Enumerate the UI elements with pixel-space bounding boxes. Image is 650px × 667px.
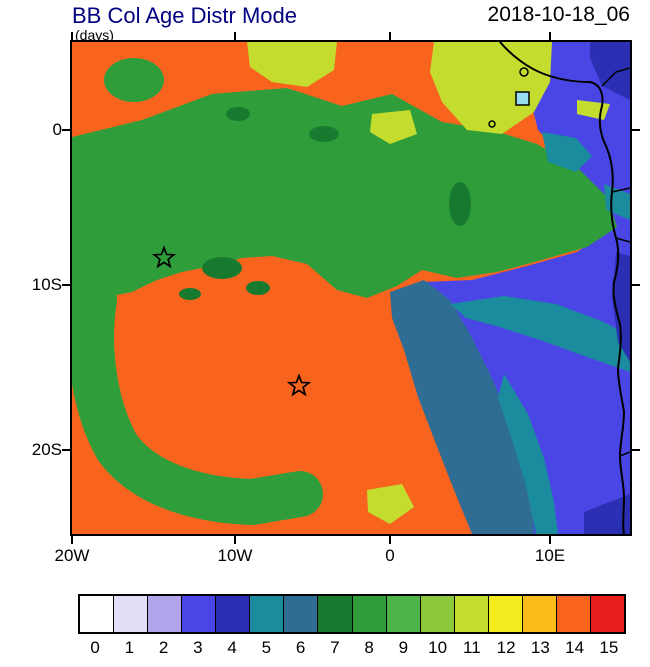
country-border-line (615, 237, 630, 243)
plot-timestamp: 2018-10-18_06 (487, 3, 630, 26)
colorbar-label-4: 4 (227, 638, 237, 657)
colorbar-cell-14 (556, 596, 591, 632)
units-label: (days) (75, 27, 114, 43)
tick-mark (389, 32, 391, 40)
region-green-west-arm (72, 277, 323, 525)
colorbar-cell-15 (590, 596, 624, 632)
region-green-topleft-blob (104, 58, 164, 102)
island-outline (488, 120, 496, 128)
colorbar-cell-6 (284, 596, 319, 632)
x-tick-label-0: 0 (385, 546, 395, 565)
colorbar-cell-8 (352, 596, 387, 632)
region-darkblue-strip (612, 252, 630, 362)
colorbar-label-13: 13 (530, 638, 550, 657)
x-tick-label-10e: 10E (534, 546, 566, 565)
tick-mark (234, 32, 236, 40)
region-darkblue-se (584, 494, 630, 534)
tick-mark (389, 536, 391, 544)
colorbar-label-11: 11 (463, 638, 481, 657)
colorbar-label-7: 7 (330, 638, 340, 657)
tick-mark (71, 32, 73, 40)
region-darkgreen-speckle (309, 126, 339, 142)
colorbar-labels: 0 1 2 3 4 5 6 7 8 9 10 11 12 13 14 15 (78, 638, 626, 658)
region-green-main (72, 88, 617, 302)
region-yg-patch-2 (370, 110, 417, 144)
x-tick-label-10w: 10W (217, 546, 253, 565)
tick-mark (549, 32, 551, 40)
region-darkgreen-speckle (226, 107, 250, 121)
colorbar-cell-13 (522, 596, 557, 632)
colorbar-label-8: 8 (364, 638, 374, 657)
colorbar-cell-11 (454, 596, 489, 632)
colorbar-label-1: 1 (124, 638, 135, 657)
colorbar-label-5: 5 (261, 638, 272, 657)
country-border-line (619, 451, 630, 457)
colorbar-label-2: 2 (158, 638, 169, 657)
tick-mark (62, 449, 70, 451)
tick-mark (632, 129, 640, 131)
region-yg-patch-1 (247, 42, 337, 87)
star-marker (286, 373, 312, 397)
tick-mark (632, 449, 640, 451)
colorbar-cell-9 (386, 596, 421, 632)
map-frame (70, 40, 632, 536)
region-darkblue-ne (590, 42, 630, 100)
colorbar-label-3: 3 (193, 638, 203, 657)
island-outline (519, 67, 529, 77)
colorbar-label-6: 6 (295, 638, 306, 657)
tick-mark (62, 129, 70, 131)
colorbar-label-10: 10 (428, 638, 448, 657)
region-darkgreen-speckle (246, 281, 270, 295)
colorbar-cell-12 (488, 596, 523, 632)
plot-title: BB Col Age Distr Mode (72, 3, 297, 28)
colorbar-label-14: 14 (565, 638, 585, 657)
country-border-line (601, 67, 630, 87)
country-border-line (611, 187, 630, 193)
colorbar-cell-5 (250, 596, 285, 632)
colorbar-label-0: 0 (90, 638, 100, 657)
coastline-africa (499, 42, 626, 534)
region-teal-band-b (498, 374, 558, 534)
colorbar-cell-7 (318, 596, 353, 632)
tick-mark (62, 284, 70, 286)
x-tick-label-20w: 20W (54, 546, 90, 565)
colorbar-cells (78, 594, 626, 634)
tick-mark (632, 284, 640, 286)
colorbar-label-12: 12 (496, 638, 516, 657)
region-yg-patch-4 (367, 484, 414, 524)
colorbar-cell-3 (182, 596, 217, 632)
colorbar-cell-2 (148, 596, 183, 632)
region-darkgreen-speckle (202, 257, 242, 279)
tick-mark (234, 536, 236, 544)
region-darkgreen-streak (449, 182, 471, 226)
colorbar-cell-0 (80, 596, 115, 632)
tick-mark (71, 536, 73, 544)
colorbar-label-15: 15 (599, 638, 619, 657)
colorbar-cell-1 (114, 596, 149, 632)
region-yg-patch-3 (430, 42, 552, 134)
region-slate-band (390, 280, 534, 534)
colorbar-cell-10 (420, 596, 455, 632)
star-marker (151, 245, 177, 269)
region-teal-patch-ne (542, 132, 592, 172)
y-tick-label-0: 0 (52, 120, 62, 139)
tick-mark (549, 536, 551, 544)
region-teal-band-a (450, 296, 630, 372)
square-marker (515, 91, 530, 106)
colorbar-label-9: 9 (398, 638, 409, 657)
y-tick-label-10s: 10S (31, 275, 62, 294)
y-tick-label-20s: 20S (31, 440, 62, 459)
region-darkgreen-speckle (179, 288, 201, 300)
colorbar-cell-4 (216, 596, 251, 632)
map-canvas (72, 42, 630, 534)
